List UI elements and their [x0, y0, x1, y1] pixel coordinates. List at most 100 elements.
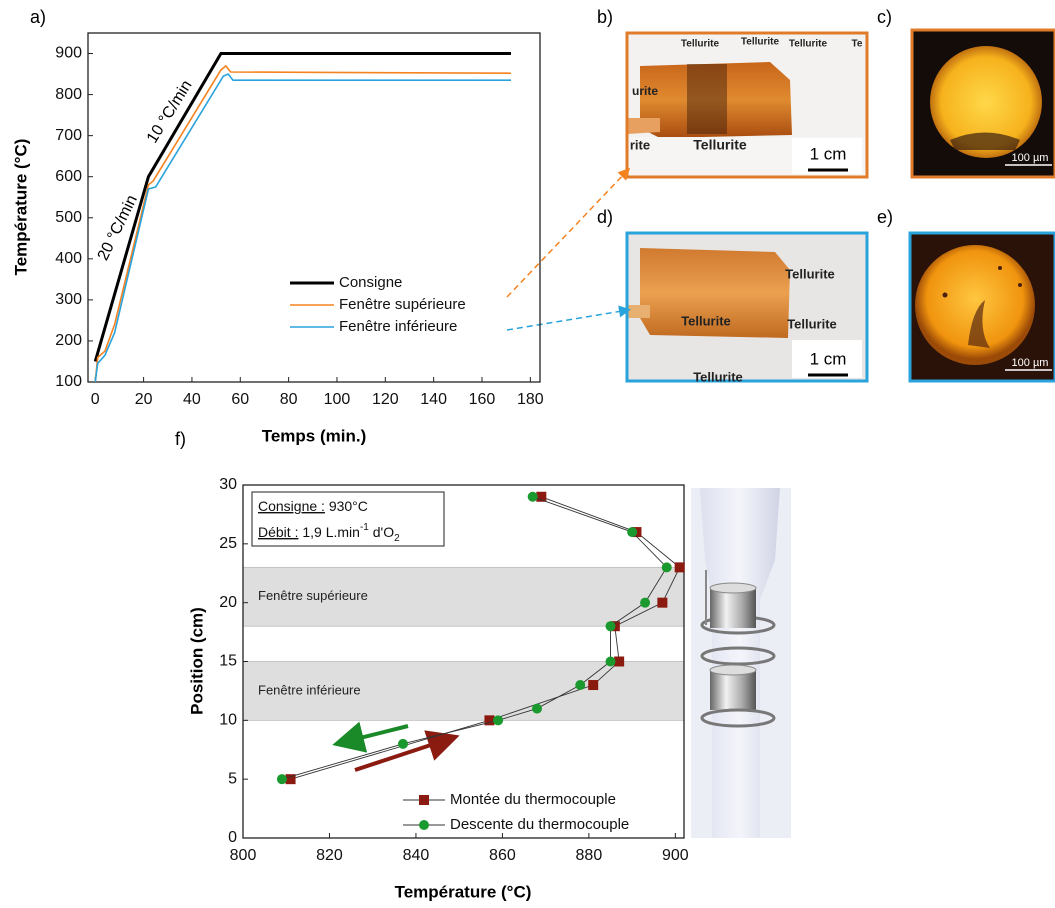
series-line — [93, 52, 511, 362]
chart: Fenêtre supérieure Fenêtre inférieure 800 8… — [187, 476, 688, 901]
marker — [527, 491, 538, 502]
y-tick-label: 200 — [55, 332, 82, 349]
photo-text: Tellurite — [787, 316, 837, 331]
marker — [493, 715, 504, 726]
photo-text: urite — [632, 84, 658, 98]
annotation: Débit : 1,9 L.min-1 d'O2 — [258, 522, 400, 544]
marker — [419, 795, 429, 805]
band-label: Fenêtre supérieure — [258, 588, 368, 603]
marker — [397, 738, 408, 749]
photo-c — [910, 28, 1055, 179]
x-tick-label: 140 — [420, 391, 447, 408]
x-tick-label: 20 — [135, 391, 153, 408]
y-tick-label: 5 — [228, 770, 237, 787]
y-tick-label: 30 — [219, 476, 237, 493]
legend-label: Fenêtre inférieure — [339, 318, 457, 335]
y-tick-label: 300 — [55, 291, 82, 308]
photo-text: rite — [630, 137, 650, 152]
panel-label: f) — [175, 429, 186, 449]
legend-label: Montée du thermocouple — [450, 791, 616, 808]
arrow-up — [354, 730, 460, 772]
marker — [276, 774, 287, 785]
marker — [640, 597, 651, 608]
marker — [419, 820, 429, 830]
marker — [657, 597, 668, 608]
y-tick-label: 900 — [55, 45, 82, 62]
photo-text: Tellurite — [693, 369, 743, 384]
y-tick-label: 600 — [55, 168, 82, 185]
photo-d — [625, 231, 869, 383]
x-tick-label: 180 — [517, 391, 544, 408]
y-tick-label: 25 — [219, 535, 237, 552]
x-tick-label: 800 — [230, 847, 257, 864]
annotation-part: 930°C — [325, 498, 368, 514]
panel-label: b) — [597, 7, 613, 27]
x-tick-label: 60 — [231, 391, 249, 408]
scale-bar-label: 100 µm — [1012, 357, 1049, 369]
panel-label: e) — [877, 207, 893, 227]
y-tick-label: 15 — [219, 653, 237, 670]
x-axis-title: Température (°C) — [395, 882, 532, 901]
y-tick-label: 800 — [55, 86, 82, 103]
scale-bar-label: 100 µm — [1012, 152, 1049, 164]
y-tick-label: 400 — [55, 250, 82, 267]
band-label: Fenêtre inférieure — [258, 682, 361, 697]
y-axis-title: Position (cm) — [187, 607, 206, 715]
y-tick-label: 500 — [55, 209, 82, 226]
marker — [588, 680, 599, 691]
legend-label: Descente du thermocouple — [450, 816, 629, 833]
x-tick-label: 820 — [316, 847, 343, 864]
photo-text: Tellurite — [681, 39, 720, 50]
x-tick-label: 40 — [183, 391, 201, 408]
scale-bar-label: 1 cm — [810, 349, 847, 368]
marker — [605, 656, 616, 667]
photo-text: Tellurite — [741, 37, 780, 48]
x-tick-label: 860 — [489, 847, 516, 864]
x-tick-label: 160 — [469, 391, 496, 408]
photo-text: Tellurite — [693, 137, 747, 153]
furnace-render — [691, 488, 791, 838]
legend-label: Consigne — [339, 274, 402, 291]
photo-e — [908, 231, 1055, 383]
marker — [674, 562, 685, 573]
x-tick-label: 100 — [324, 391, 351, 408]
marker — [575, 680, 586, 691]
photo-text: Tellurite — [681, 313, 731, 328]
series-line — [94, 64, 511, 383]
marker — [484, 715, 495, 726]
series-line — [94, 73, 511, 383]
marker — [614, 656, 625, 667]
plot-frame — [87, 32, 541, 383]
annotation: Consigne : 930°C — [258, 498, 368, 514]
x-tick-label: 900 — [662, 847, 689, 864]
y-tick-label: 0 — [228, 829, 237, 846]
x-tick-label: 880 — [576, 847, 603, 864]
photo-text: Tellurite — [789, 39, 828, 50]
marker — [536, 491, 547, 502]
connector-d — [506, 305, 631, 331]
marker — [661, 562, 672, 573]
band — [242, 661, 685, 721]
marker — [627, 527, 638, 538]
annotation-part: Débit : — [258, 524, 298, 540]
marker — [285, 774, 296, 785]
y-tick-label: 10 — [219, 712, 237, 729]
x-axis-title: Temps (min.) — [262, 426, 367, 445]
x-tick-label: 80 — [280, 391, 298, 408]
y-tick-label: 20 — [219, 594, 237, 611]
photo-b — [625, 31, 869, 179]
y-tick-label: 700 — [55, 127, 82, 144]
photo-text: Te — [852, 39, 863, 50]
scale-bar-label: 1 cm — [810, 144, 847, 163]
marker — [605, 621, 616, 632]
annotation-part: Consigne : — [258, 498, 325, 514]
y-tick-label: 100 — [55, 373, 82, 390]
panel-label: a) — [30, 7, 46, 27]
annotation-part: -1 — [360, 522, 369, 533]
x-tick-label: 0 — [91, 391, 100, 408]
x-tick-label: 120 — [372, 391, 399, 408]
panel-label: d) — [597, 207, 613, 227]
